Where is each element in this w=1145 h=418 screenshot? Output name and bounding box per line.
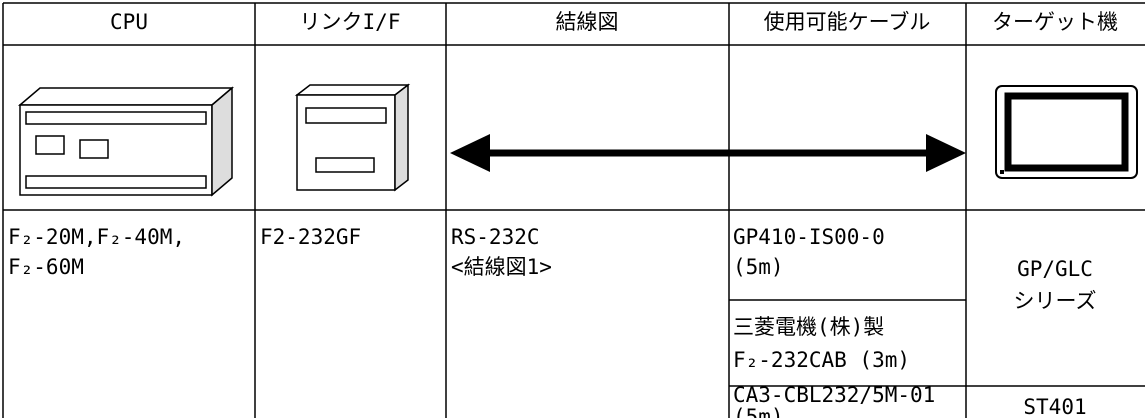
cpu-text: F₂-60M	[8, 255, 84, 279]
link-if-text: F2-232GF	[260, 225, 361, 249]
wiring-text: <結線図1>	[451, 255, 552, 279]
cable-text: 三菱電機(株)製	[733, 315, 884, 339]
header-cell: リンクI/F	[300, 10, 401, 34]
target-text: ST401	[1023, 395, 1086, 418]
cable-text: GP410-IS00-0	[733, 225, 885, 249]
cable-text: F₂-232CAB (3m)	[733, 348, 910, 372]
wiring-text: RS-232C	[451, 225, 540, 249]
header-cell: 使用可能ケーブル	[764, 10, 931, 34]
header-cell: 結線図	[556, 10, 619, 34]
cpu-text: F₂-20M,F₂-40M,	[8, 225, 185, 249]
cable-text: (5m)	[733, 255, 784, 279]
cable-text: (5m)	[733, 405, 784, 418]
cable-text: CA3-CBL232/5M-01	[733, 383, 935, 407]
target-text: GP/GLC	[1017, 257, 1093, 281]
header-cell: ターゲット機	[992, 10, 1118, 34]
plc-icon	[17, 86, 235, 197]
link-if-icon	[294, 83, 411, 192]
header-cell: CPU	[110, 10, 148, 34]
target-icon	[995, 85, 1138, 179]
target-text: シリーズ	[1014, 289, 1097, 313]
cable-arrow	[450, 134, 966, 172]
